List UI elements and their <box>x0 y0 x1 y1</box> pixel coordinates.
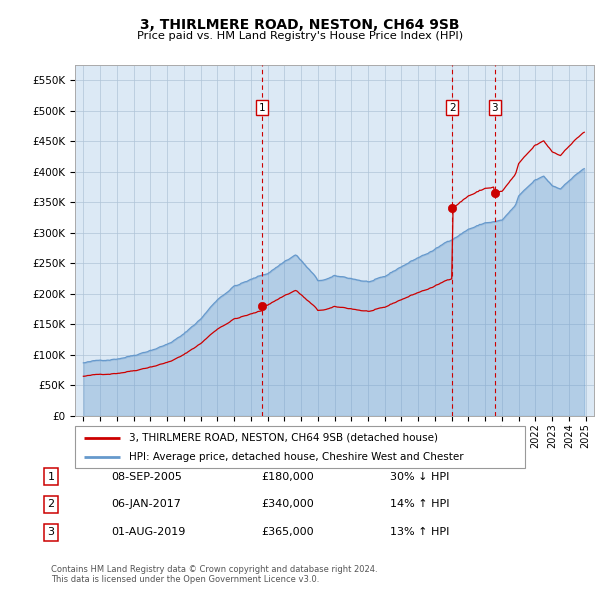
Text: 3, THIRLMERE ROAD, NESTON, CH64 9SB (detached house): 3, THIRLMERE ROAD, NESTON, CH64 9SB (det… <box>129 433 438 443</box>
Text: £365,000: £365,000 <box>261 527 314 537</box>
Text: Contains HM Land Registry data © Crown copyright and database right 2024.: Contains HM Land Registry data © Crown c… <box>51 565 377 575</box>
Text: This data is licensed under the Open Government Licence v3.0.: This data is licensed under the Open Gov… <box>51 575 319 584</box>
Text: 1: 1 <box>259 103 266 113</box>
Text: 3, THIRLMERE ROAD, NESTON, CH64 9SB: 3, THIRLMERE ROAD, NESTON, CH64 9SB <box>140 18 460 32</box>
Text: 06-JAN-2017: 06-JAN-2017 <box>111 500 181 509</box>
Text: 08-SEP-2005: 08-SEP-2005 <box>111 472 182 481</box>
Text: 2: 2 <box>47 500 55 509</box>
Text: £180,000: £180,000 <box>261 472 314 481</box>
Text: 13% ↑ HPI: 13% ↑ HPI <box>390 527 449 537</box>
Text: 14% ↑ HPI: 14% ↑ HPI <box>390 500 449 509</box>
Text: £340,000: £340,000 <box>261 500 314 509</box>
Text: 2: 2 <box>449 103 455 113</box>
FancyBboxPatch shape <box>75 426 525 468</box>
Text: 01-AUG-2019: 01-AUG-2019 <box>111 527 185 537</box>
Text: 3: 3 <box>491 103 498 113</box>
Text: 1: 1 <box>47 472 55 481</box>
Text: HPI: Average price, detached house, Cheshire West and Chester: HPI: Average price, detached house, Ches… <box>129 452 464 462</box>
Text: Price paid vs. HM Land Registry's House Price Index (HPI): Price paid vs. HM Land Registry's House … <box>137 31 463 41</box>
Text: 3: 3 <box>47 527 55 537</box>
Text: 30% ↓ HPI: 30% ↓ HPI <box>390 472 449 481</box>
